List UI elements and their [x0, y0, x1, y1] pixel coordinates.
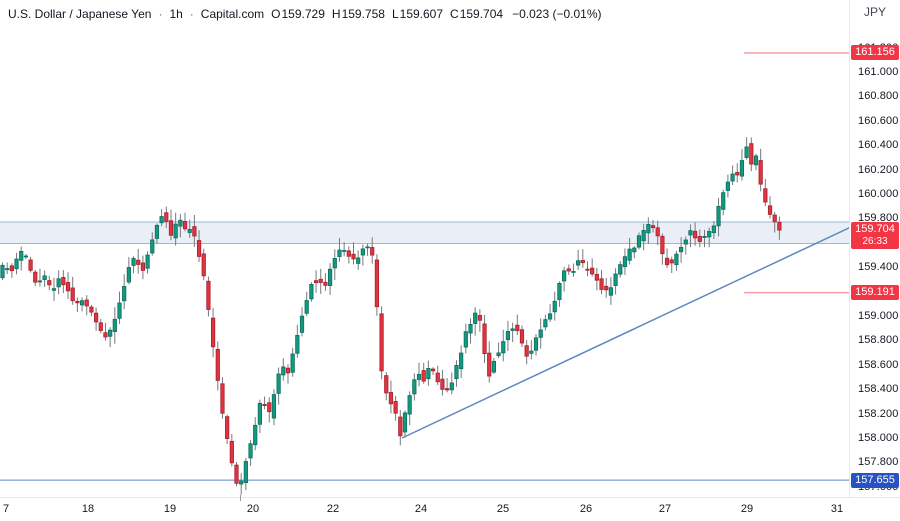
price-axis-label: 160.800 — [858, 90, 899, 103]
time-axis-label: 29 — [740, 503, 754, 515]
price-axis-label: 160.600 — [858, 114, 899, 127]
ohlc-high-value: 159.758 — [341, 7, 385, 21]
separator-dot: · — [158, 7, 163, 21]
last-price-label: 159.704 26:33 — [851, 222, 899, 250]
time-axis-label: 7 — [2, 503, 10, 515]
time-axis-label: 31 — [830, 503, 844, 515]
price-axis-label: 159.400 — [858, 261, 899, 274]
time-axis-border — [0, 497, 900, 498]
ohlc-low: L 159.607 — [392, 7, 443, 21]
ohlc-close-label: C — [450, 7, 459, 21]
ohlc-close: C 159.704 — [450, 7, 503, 21]
ohlc-open: O 159.729 — [271, 7, 325, 21]
symbol-title[interactable]: U.S. Dollar / Japanese Yen — [8, 7, 152, 21]
price-axis-label: 159.800 — [858, 212, 899, 225]
price-axis-label: 158.800 — [858, 334, 899, 347]
timeframe-label[interactable]: 1h — [169, 7, 183, 21]
time-axis-label: 22 — [326, 503, 340, 515]
price-axis-label: 158.400 — [858, 383, 899, 396]
price-axis-label: 160.200 — [858, 163, 899, 176]
price-axis-label: 158.600 — [858, 358, 899, 371]
provider-label[interactable]: Capital.com — [200, 7, 265, 21]
alert-price-label-upper[interactable]: 161.156 — [851, 45, 899, 61]
ohlc-high: H 159.758 — [332, 7, 385, 21]
time-axis-label: 20 — [246, 503, 260, 515]
currency-label: JPY — [863, 5, 886, 19]
ohlc-low-label: L — [391, 7, 399, 21]
time-axis-label: 26 — [579, 503, 593, 515]
last-price-value: 159.704 — [855, 223, 895, 236]
time-axis-label: 19 — [163, 503, 177, 515]
price-axis-label: 160.000 — [858, 188, 899, 200]
support-price-label[interactable]: 157.655 — [851, 472, 899, 488]
price-axis-label: 158.000 — [858, 432, 899, 444]
ohlc-high-label: H — [331, 7, 341, 21]
price-axis-label: 159.000 — [858, 310, 899, 322]
price-axis-label: 157.800 — [858, 456, 899, 469]
alert-price-label-lower[interactable]: 159.191 — [851, 285, 899, 301]
price-axis-label: 160.400 — [858, 139, 899, 152]
time-axis-label: 24 — [414, 503, 428, 515]
time-axis[interactable]: 7 18 19 20 22 24 25 26 27 29 31 — [0, 495, 850, 521]
price-axis-label: 161.000 — [858, 66, 899, 78]
candles-group — [0, 137, 782, 495]
ohlc-low-value: 159.607 — [399, 7, 444, 21]
chart-legend: U.S. Dollar / Japanese Yen · 1h · Capita… — [8, 6, 602, 22]
time-axis-label: 27 — [658, 503, 672, 515]
ohlc-open-label: O — [271, 7, 281, 21]
ohlc-close-value: 159.704 — [459, 7, 504, 21]
time-axis-label: 18 — [81, 503, 95, 515]
candlestick-chart[interactable] — [0, 0, 850, 497]
time-axis-label: 25 — [496, 503, 510, 515]
change-value: −0.023 (−0.01%) — [512, 7, 602, 21]
trendline[interactable] — [401, 226, 850, 439]
session-break-tick — [240, 495, 241, 501]
bar-countdown: 26:33 — [862, 236, 888, 248]
price-axis-label: 158.200 — [858, 407, 899, 420]
ohlc-open-value: 159.729 — [281, 7, 325, 21]
price-axis-border — [849, 0, 850, 497]
supply-zone[interactable] — [0, 221, 850, 245]
separator-dot: · — [189, 7, 194, 21]
